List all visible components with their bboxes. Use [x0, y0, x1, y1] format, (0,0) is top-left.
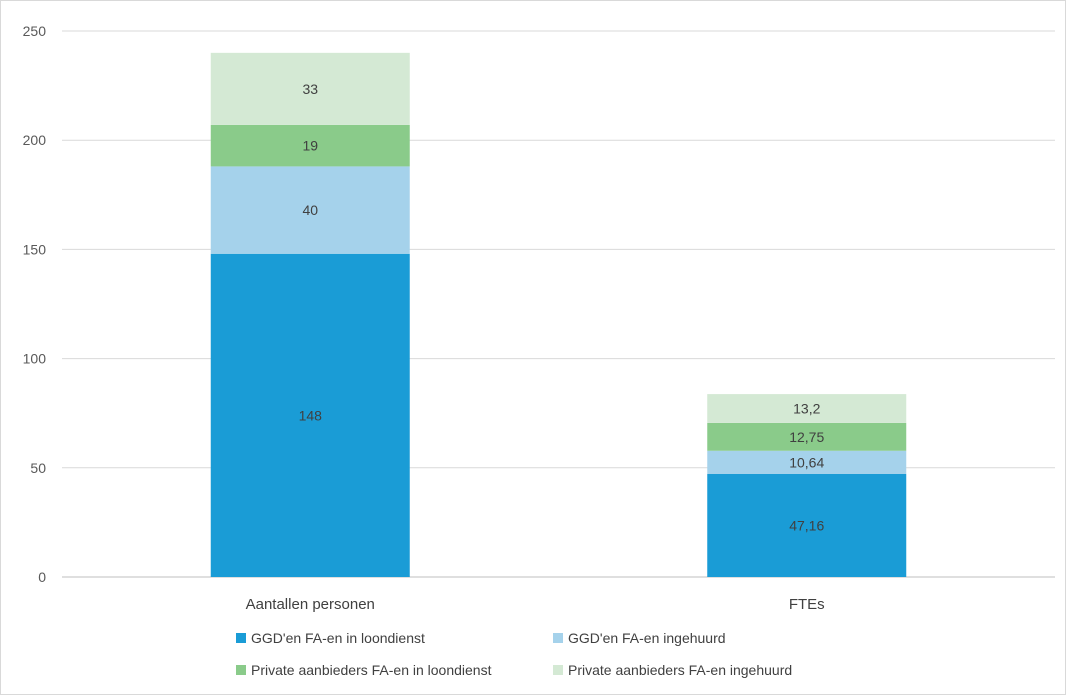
bar-segment — [707, 450, 907, 475]
data-label: 19 — [302, 138, 318, 154]
data-label: 33 — [302, 81, 318, 97]
bar-segment — [210, 52, 410, 125]
y-tick-label: 0 — [38, 569, 46, 585]
bars: 148 40 19 33 47,16 10,64 12,75 13,2 — [210, 52, 907, 577]
legend-item: GGD'en FA-en ingehuurd — [553, 630, 726, 646]
y-tick-label: 150 — [23, 241, 47, 257]
bar-segment — [210, 124, 410, 167]
y-tick-label: 200 — [23, 132, 47, 148]
y-axis-ticks: 0 50 100 150 200 250 — [23, 23, 47, 585]
data-label: 40 — [302, 202, 318, 218]
legend-label: GGD'en FA-en in loondienst — [251, 630, 425, 646]
legend-label: Private aanbieders FA-en ingehuurd — [568, 662, 792, 678]
bar-segment — [707, 394, 907, 423]
legend-swatch — [236, 665, 246, 675]
y-tick-label: 50 — [30, 460, 46, 476]
legend-item: Private aanbieders FA-en in loondienst — [236, 662, 492, 678]
data-label: 148 — [299, 407, 323, 423]
bar-segment — [210, 166, 410, 254]
bar-segment — [210, 253, 410, 577]
legend-swatch — [553, 633, 563, 643]
data-label: 13,2 — [793, 401, 820, 417]
x-axis-labels: Aantallen personen FTEs — [246, 596, 825, 613]
legend-item: Private aanbieders FA-en ingehuurd — [553, 662, 792, 678]
legend-item: GGD'en FA-en in loondienst — [236, 630, 425, 646]
legend-swatch — [553, 665, 563, 675]
legend-label: GGD'en FA-en ingehuurd — [568, 630, 726, 646]
bar-segment — [707, 474, 907, 577]
data-label: 10,64 — [789, 454, 824, 470]
legend-swatch — [236, 633, 246, 643]
data-label: 12,75 — [789, 429, 824, 445]
y-tick-label: 250 — [23, 23, 47, 39]
legend: GGD'en FA-en in loondienst GGD'en FA-en i… — [236, 630, 792, 678]
bar-segment — [707, 422, 907, 451]
category-label: Aantallen personen — [246, 596, 375, 613]
data-label: 47,16 — [789, 518, 824, 534]
legend-label: Private aanbieders FA-en in loondienst — [251, 662, 492, 678]
category-label: FTEs — [789, 596, 825, 613]
y-tick-label: 100 — [23, 351, 47, 367]
